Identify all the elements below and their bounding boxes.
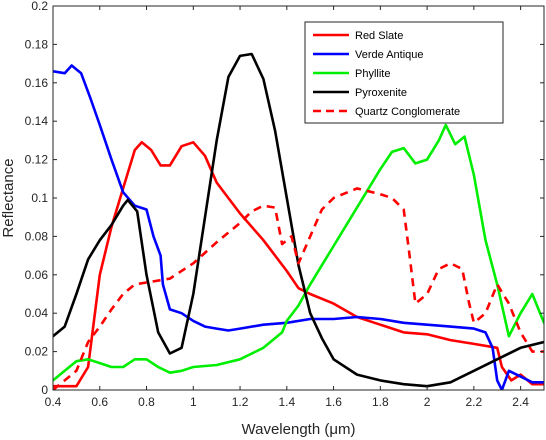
y-axis-label: Reflectance (0, 158, 17, 237)
series-line-quartz-conglomerate (53, 187, 544, 390)
x-tick-label: 2 (424, 395, 431, 409)
y-tick-label: 0.08 (25, 229, 49, 243)
x-tick-label: 2.2 (466, 395, 483, 409)
y-tick-label: 0.14 (25, 114, 49, 128)
x-tick-label: 1 (190, 395, 197, 409)
series-layer (53, 52, 544, 390)
legend-label: Phyllite (355, 68, 390, 80)
x-tick-label: 1.8 (372, 395, 389, 409)
series-line-pyroxenite (53, 52, 544, 388)
y-tick-label: 0.2 (31, 0, 48, 13)
series-line-verde-antique (53, 64, 544, 390)
axes-layer: 0.4 0.6 0.8 1 1.2 1.4 1.6 1.8 2 2.2 2.4 0 0.02 0.04 0.… (25, 0, 545, 409)
x-tick-label: 0.6 (91, 395, 108, 409)
series-line-phyllite (53, 123, 544, 382)
y-tick-label: 0.06 (25, 268, 49, 282)
series-line-red-slate (53, 141, 544, 388)
y-tick-label: 0.02 (25, 345, 49, 359)
y-tick-label: 0.12 (25, 153, 49, 167)
x-tick-label: 1.2 (232, 395, 249, 409)
x-tick-label: 1.6 (325, 395, 342, 409)
x-tick-label: 0.4 (45, 395, 62, 409)
legend-label: Pyroxenite (355, 87, 407, 99)
y-tick-label: 0.18 (25, 37, 49, 51)
legend-label: Quartz Conglomerate (355, 106, 460, 118)
y-tick-label: 0 (41, 383, 48, 397)
legend: Red Slate Verde Antique Phyllite Pyroxenite… (304, 21, 504, 124)
y-tick-label: 0.04 (25, 306, 49, 320)
x-tick-label: 2.4 (512, 395, 529, 409)
legend-label: Red Slate (355, 30, 403, 42)
x-tick-label: 0.8 (138, 395, 155, 409)
x-tick-label: 1.4 (278, 395, 295, 409)
legend-label: Verde Antique (355, 49, 424, 61)
y-tick-label: 0.1 (31, 191, 48, 205)
x-axis-label: Wavelength (μm) (242, 421, 356, 438)
y-tick-label: 0.16 (25, 76, 49, 90)
